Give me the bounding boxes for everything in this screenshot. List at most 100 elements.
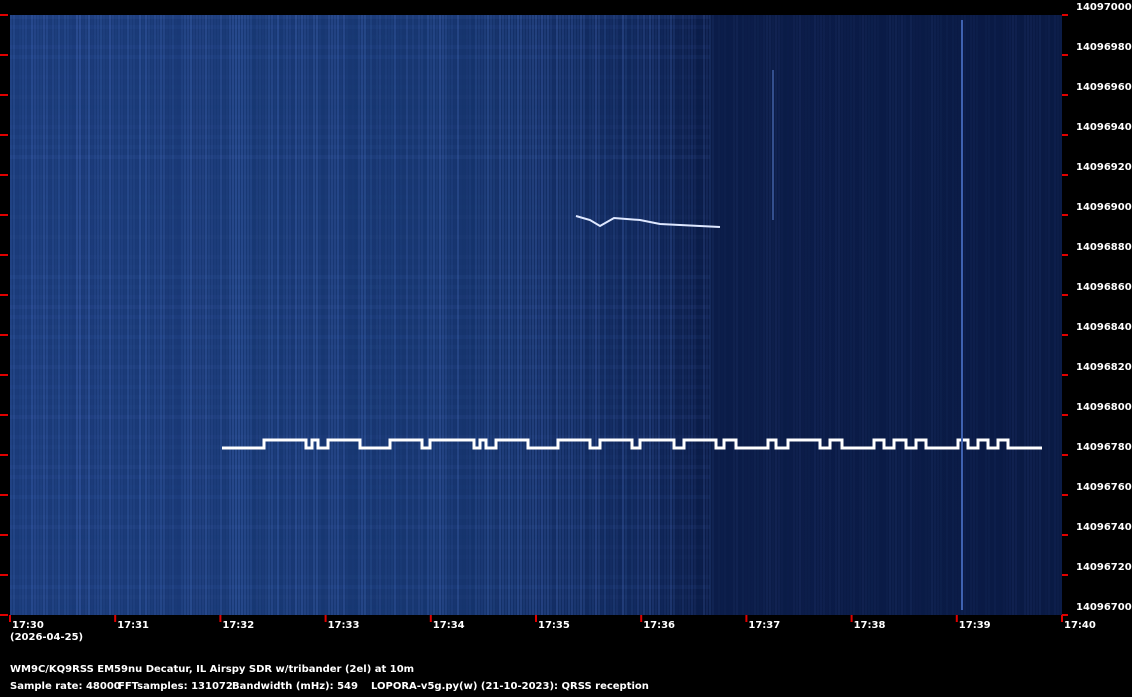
stripe: [22, 15, 24, 615]
stripe: [343, 15, 345, 615]
stripe: [655, 15, 657, 615]
band: [10, 505, 710, 509]
stripe: [487, 15, 489, 615]
stripe: [493, 15, 495, 615]
stripe: [769, 15, 771, 615]
x-tick-label: 17:35: [538, 620, 570, 631]
stripe: [1036, 15, 1038, 615]
stripe: [691, 15, 693, 615]
stripe: [451, 15, 453, 615]
stripe: [1006, 15, 1008, 615]
stripe: [94, 15, 96, 615]
stripe: [298, 15, 300, 615]
stripe: [784, 15, 786, 615]
band: [10, 395, 710, 399]
stripe: [271, 15, 273, 615]
stripe: [25, 15, 27, 615]
stripe: [763, 15, 765, 615]
stripe: [481, 15, 483, 615]
stripe: [100, 15, 102, 615]
station-label: WM9C/KQ9RSS EM59nu Decatur, IL Airspy SD…: [10, 664, 414, 675]
stripe: [52, 15, 54, 615]
stripe: [835, 15, 837, 615]
stripe: [1051, 15, 1053, 615]
stripe: [739, 15, 741, 615]
stripe: [334, 15, 336, 615]
stripe: [673, 15, 675, 615]
stripe: [544, 15, 546, 615]
stripe: [727, 15, 729, 615]
stripe: [1054, 15, 1056, 615]
stripe: [667, 15, 669, 615]
stripe: [778, 15, 780, 615]
stripe: [208, 15, 210, 615]
x-tick-label: 17:36: [643, 620, 675, 631]
stripe: [829, 15, 831, 615]
stripe: [688, 15, 690, 615]
stripe: [577, 15, 579, 615]
y-tick-label: 14096960: [1076, 82, 1132, 93]
stripe: [475, 15, 477, 615]
stripe: [340, 15, 342, 615]
stripe: [799, 15, 801, 615]
stripe: [202, 15, 204, 615]
stripe: [508, 15, 510, 615]
stripe: [241, 15, 243, 615]
stripe: [742, 15, 744, 615]
stripe: [337, 15, 339, 615]
stripe: [985, 15, 987, 615]
stripe: [502, 15, 504, 615]
stripe: [895, 15, 897, 615]
stripe: [112, 15, 114, 615]
x-tick-label: 17:30: [12, 620, 44, 631]
band: [10, 45, 710, 49]
stripe: [448, 15, 450, 615]
stripe: [229, 15, 231, 615]
band: [10, 315, 710, 319]
stripe: [469, 15, 471, 615]
stripe: [19, 15, 21, 615]
stripe: [214, 15, 216, 615]
stripe: [640, 15, 642, 615]
band: [10, 155, 710, 159]
band: [10, 485, 710, 489]
stripe: [814, 15, 816, 615]
band: [10, 165, 710, 169]
stripe: [163, 15, 165, 615]
band: [10, 605, 710, 609]
stripe: [898, 15, 900, 615]
stripe: [592, 15, 594, 615]
stripe: [160, 15, 162, 615]
y-tick-label: 14096860: [1076, 282, 1132, 293]
stripe: [817, 15, 819, 615]
stripe: [217, 15, 219, 615]
y-tick-label: 14096740: [1076, 522, 1132, 533]
band: [10, 95, 710, 99]
stripe: [715, 15, 717, 615]
stripe: [259, 15, 261, 615]
stripe: [736, 15, 738, 615]
stripe: [157, 15, 159, 615]
stripe: [385, 15, 387, 615]
stripe: [499, 15, 501, 615]
band: [10, 375, 710, 379]
stripe: [199, 15, 201, 615]
stripe: [988, 15, 990, 615]
stripe: [517, 15, 519, 615]
stripe: [892, 15, 894, 615]
stripe: [943, 15, 945, 615]
stripe: [718, 15, 720, 615]
stripe: [1048, 15, 1050, 615]
band: [10, 295, 710, 299]
stripe: [970, 15, 972, 615]
stripe: [670, 15, 672, 615]
band: [10, 435, 710, 439]
stripe: [457, 15, 459, 615]
band: [10, 455, 710, 459]
stripe: [277, 15, 279, 615]
stripe: [919, 15, 921, 615]
stripe: [745, 15, 747, 615]
band: [10, 335, 710, 339]
stripe: [88, 15, 90, 615]
stripe: [127, 15, 129, 615]
